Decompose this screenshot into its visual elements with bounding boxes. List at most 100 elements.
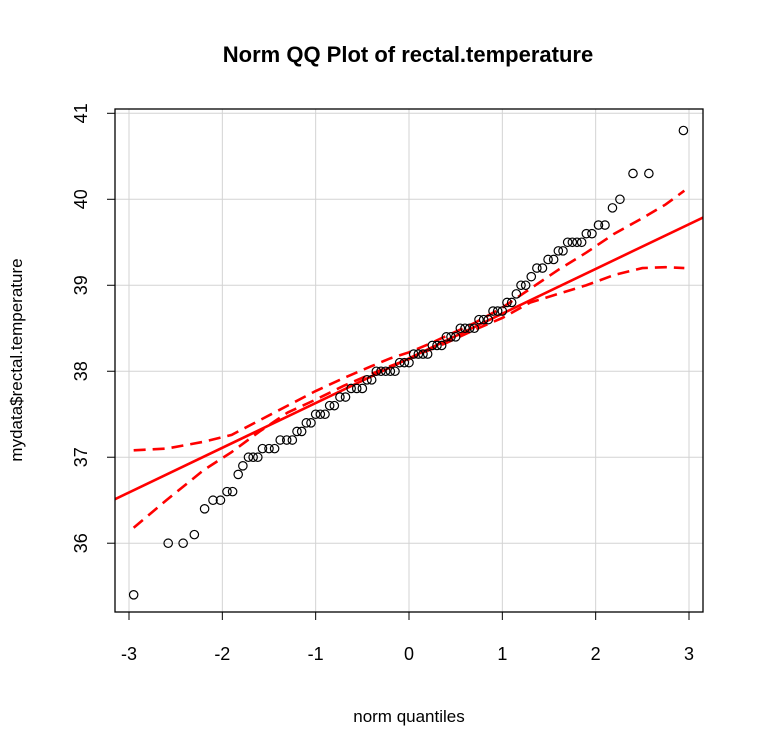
data-point: [474, 314, 484, 325]
data-point: [455, 323, 466, 334]
data-point: [264, 443, 274, 454]
data-point: [385, 366, 396, 377]
chart-title: Norm QQ Plot of rectal.temperature: [223, 42, 593, 67]
y-axis: 36 37 38 39 40 41: [71, 103, 115, 553]
data-point: [287, 435, 298, 445]
data-point: [464, 323, 475, 334]
y-axis-label: mydata$rectal.temperature: [7, 258, 26, 461]
data-point: [390, 366, 400, 377]
data-point: [469, 323, 480, 334]
y-tick-label: 39: [71, 275, 91, 295]
data-point: [320, 409, 330, 420]
data-point: [394, 357, 405, 368]
x-tick-label: 3: [684, 644, 694, 664]
data-point: [215, 495, 226, 506]
data-point: [483, 314, 494, 325]
data-point: [576, 237, 587, 248]
x-axis-label: norm quantiles: [353, 707, 465, 726]
data-point: [281, 435, 292, 445]
data-point: [587, 228, 597, 239]
data-point: [460, 323, 470, 334]
data-point: [315, 409, 326, 420]
data-point: [450, 332, 461, 342]
data-point: [362, 375, 372, 385]
data-point: [537, 263, 548, 273]
data-point: [233, 469, 243, 480]
data-point: [446, 332, 456, 342]
data-point: [275, 435, 285, 445]
data-point: [371, 366, 382, 377]
data-point: [615, 194, 625, 205]
data-point: [340, 392, 351, 402]
data-point: [427, 340, 438, 351]
data-point: [488, 306, 498, 316]
data-points: [128, 125, 689, 600]
data-point: [432, 340, 442, 351]
data-point: [422, 349, 433, 359]
data-point: [189, 529, 200, 540]
data-point: [492, 306, 503, 316]
data-point: [292, 426, 302, 437]
data-point: [238, 461, 248, 471]
data-point: [593, 220, 604, 230]
data-point: [399, 357, 410, 368]
y-tick-label: 36: [71, 533, 91, 553]
y-tick-label: 40: [71, 189, 91, 209]
data-point: [404, 357, 414, 368]
data-point: [329, 400, 340, 411]
data-point: [301, 418, 312, 428]
data-point: [324, 400, 335, 411]
data-point: [520, 280, 531, 291]
x-tick-label: -3: [121, 644, 137, 664]
data-point: [380, 366, 391, 377]
confidence-band: [132, 189, 686, 529]
data-point: [567, 237, 578, 248]
data-point: [199, 504, 210, 514]
data-point: [543, 254, 553, 265]
data-point: [376, 366, 386, 377]
data-point: [553, 246, 564, 256]
x-tick-label: 0: [404, 644, 414, 664]
data-point: [222, 486, 232, 497]
data-point: [248, 452, 258, 463]
data-point: [178, 538, 188, 549]
data-point: [548, 254, 559, 265]
data-point: [558, 246, 568, 256]
data-point: [306, 418, 316, 428]
y-tick-label: 38: [71, 361, 91, 381]
data-point: [357, 383, 368, 394]
data-point: [252, 452, 263, 463]
data-point: [335, 392, 345, 402]
data-point: [208, 495, 218, 506]
x-tick-label: 1: [497, 644, 507, 664]
data-point: [351, 383, 362, 394]
data-point: [600, 220, 610, 230]
data-point: [502, 297, 512, 308]
data-point: [128, 590, 139, 600]
data-point: [607, 203, 618, 213]
data-point: [418, 349, 428, 359]
data-point: [413, 349, 424, 359]
data-point: [310, 409, 321, 420]
data-point: [572, 237, 582, 248]
confidence-band-lower: [132, 265, 685, 529]
data-point: [296, 426, 307, 437]
grid-lines: [115, 109, 703, 612]
y-tick-label: 37: [71, 447, 91, 467]
data-point: [532, 263, 542, 273]
data-point: [257, 443, 268, 454]
data-point: [227, 486, 238, 497]
x-axis: -3 -2 -1 0 1 2 3: [121, 611, 694, 664]
confidence-band-upper: [133, 189, 686, 452]
data-point: [243, 452, 254, 463]
data-point: [516, 280, 526, 291]
data-point: [506, 297, 517, 308]
data-point: [644, 168, 654, 179]
data-point: [511, 289, 522, 299]
data-point: [441, 332, 452, 342]
data-point: [628, 168, 638, 179]
data-point: [562, 237, 573, 248]
x-tick-label: -2: [214, 644, 230, 664]
x-tick-label: -1: [308, 644, 324, 664]
